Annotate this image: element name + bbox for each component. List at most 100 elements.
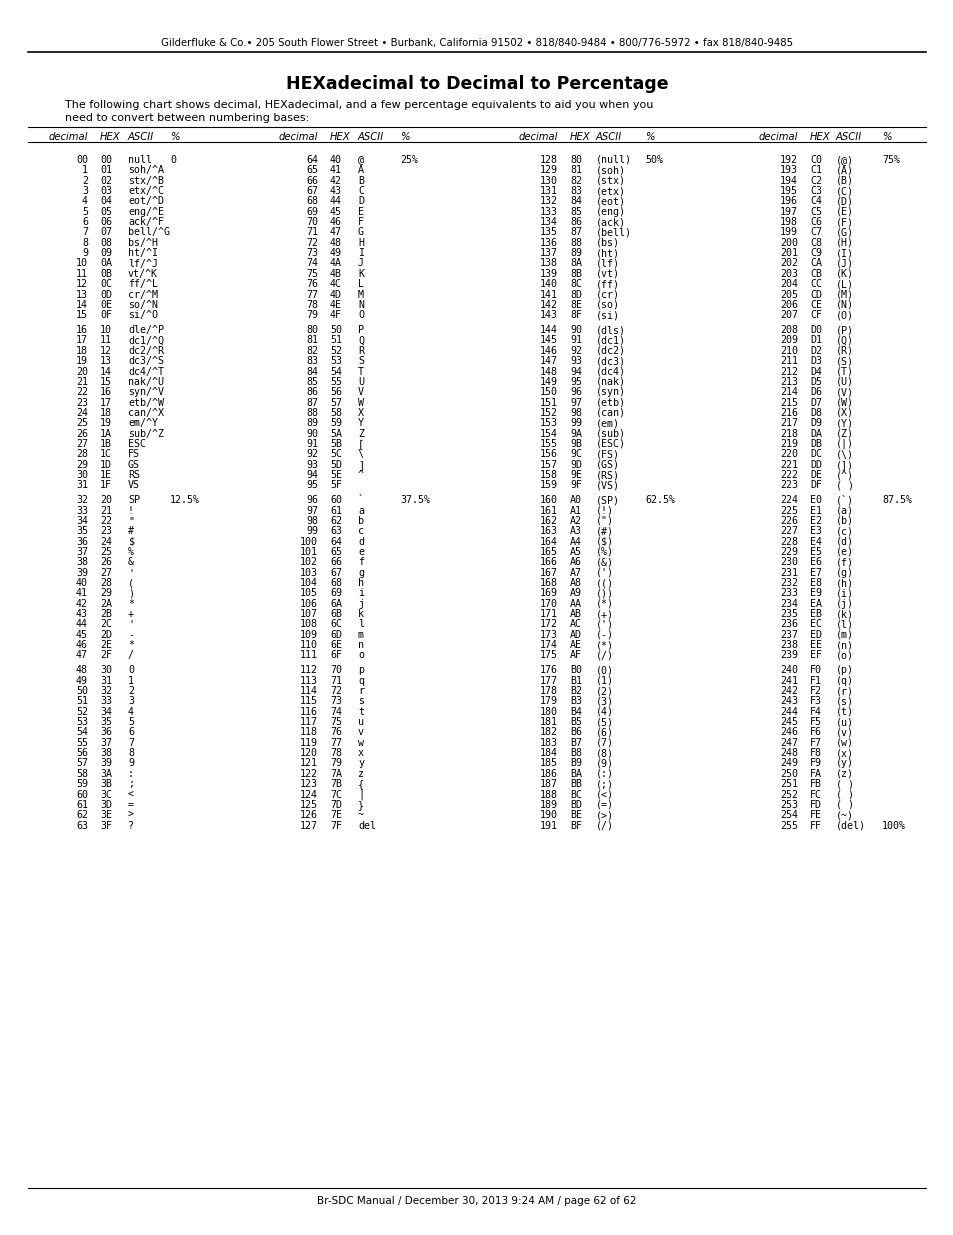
Text: +: + <box>128 609 133 619</box>
Text: 198: 198 <box>780 217 797 227</box>
Text: 01: 01 <box>100 165 112 175</box>
Text: 63: 63 <box>330 526 341 536</box>
Text: 7A: 7A <box>330 769 341 779</box>
Text: 6: 6 <box>128 727 133 737</box>
Text: 104: 104 <box>299 578 317 588</box>
Text: ($): ($) <box>596 536 614 547</box>
Text: The following chart shows decimal, HEXadecimal, and a few percentage equivalents: The following chart shows decimal, HEXad… <box>65 100 653 110</box>
Text: vt/^K: vt/^K <box>128 269 158 279</box>
Text: ED: ED <box>809 630 821 640</box>
Text: (v): (v) <box>835 727 853 737</box>
Text: 5B: 5B <box>330 438 341 450</box>
Text: AE: AE <box>569 640 581 650</box>
Text: 8: 8 <box>128 748 133 758</box>
Text: 2A: 2A <box>100 599 112 609</box>
Text: 251: 251 <box>780 779 797 789</box>
Text: (syn): (syn) <box>596 388 625 398</box>
Text: 234: 234 <box>780 599 797 609</box>
Text: 71: 71 <box>330 676 341 685</box>
Text: lf/^J: lf/^J <box>128 258 158 268</box>
Text: 140: 140 <box>539 279 558 289</box>
Text: 138: 138 <box>539 258 558 268</box>
Text: 49: 49 <box>76 676 88 685</box>
Text: 17: 17 <box>76 336 88 346</box>
Text: 7E: 7E <box>330 810 341 820</box>
Text: 19: 19 <box>76 356 88 366</box>
Text: 89: 89 <box>569 248 581 258</box>
Text: I: I <box>357 248 364 258</box>
Text: 98: 98 <box>569 408 581 417</box>
Text: 162: 162 <box>539 516 558 526</box>
Text: CE: CE <box>809 300 821 310</box>
Text: B1: B1 <box>569 676 581 685</box>
Text: C5: C5 <box>809 206 821 217</box>
Text: 91: 91 <box>569 336 581 346</box>
Text: 5A: 5A <box>330 429 341 438</box>
Text: 245: 245 <box>780 718 797 727</box>
Text: etb/^W: etb/^W <box>128 398 164 408</box>
Text: BA: BA <box>569 769 581 779</box>
Text: (;): (;) <box>596 779 614 789</box>
Text: (W): (W) <box>835 398 853 408</box>
Text: 193: 193 <box>780 165 797 175</box>
Text: AC: AC <box>569 620 581 630</box>
Text: 215: 215 <box>780 398 797 408</box>
Text: 134: 134 <box>539 217 558 227</box>
Text: 175: 175 <box>539 651 558 661</box>
Text: 221: 221 <box>780 459 797 469</box>
Text: 30: 30 <box>100 666 112 676</box>
Text: 222: 222 <box>780 471 797 480</box>
Text: 233: 233 <box>780 588 797 598</box>
Text: 90: 90 <box>569 325 581 335</box>
Text: ()): ()) <box>596 588 614 598</box>
Text: (P): (P) <box>835 325 853 335</box>
Text: FA: FA <box>809 769 821 779</box>
Text: (2): (2) <box>596 685 614 697</box>
Text: 8E: 8E <box>569 300 581 310</box>
Text: 248: 248 <box>780 748 797 758</box>
Text: 214: 214 <box>780 388 797 398</box>
Text: 168: 168 <box>539 578 558 588</box>
Text: 177: 177 <box>539 676 558 685</box>
Text: 160: 160 <box>539 495 558 505</box>
Text: 5E: 5E <box>330 471 341 480</box>
Text: (\): (\) <box>835 450 853 459</box>
Text: A7: A7 <box>569 568 581 578</box>
Text: 64: 64 <box>330 536 341 547</box>
Text: 0F: 0F <box>100 310 112 320</box>
Text: 54: 54 <box>330 367 341 377</box>
Text: d: d <box>357 536 364 547</box>
Text: 37: 37 <box>76 547 88 557</box>
Text: 202: 202 <box>780 258 797 268</box>
Text: 176: 176 <box>539 666 558 676</box>
Text: 95: 95 <box>306 480 317 490</box>
Text: ASCII: ASCII <box>596 132 621 142</box>
Text: (5): (5) <box>596 718 614 727</box>
Text: 68: 68 <box>306 196 317 206</box>
Text: 146: 146 <box>539 346 558 356</box>
Text: S: S <box>357 356 364 366</box>
Text: 228: 228 <box>780 536 797 547</box>
Text: 88: 88 <box>306 408 317 417</box>
Text: 4A: 4A <box>330 258 341 268</box>
Text: 127: 127 <box>299 820 317 831</box>
Text: ESC: ESC <box>128 438 146 450</box>
Text: 00: 00 <box>76 156 88 165</box>
Text: A4: A4 <box>569 536 581 547</box>
Text: DB: DB <box>809 438 821 450</box>
Text: 158: 158 <box>539 471 558 480</box>
Text: (y): (y) <box>835 758 853 768</box>
Text: BB: BB <box>569 779 581 789</box>
Text: }: } <box>357 800 364 810</box>
Text: (^): (^) <box>835 471 853 480</box>
Text: 60: 60 <box>76 789 88 799</box>
Text: 26: 26 <box>100 557 112 567</box>
Text: 24: 24 <box>76 408 88 417</box>
Text: (g): (g) <box>835 568 853 578</box>
Text: (d): (d) <box>835 536 853 547</box>
Text: 8C: 8C <box>569 279 581 289</box>
Text: Gilderfluke & Co.• 205 South Flower Street • Burbank, California 91502 • 818/840: Gilderfluke & Co.• 205 South Flower Stre… <box>161 38 792 48</box>
Text: (t): (t) <box>835 706 853 716</box>
Text: e: e <box>357 547 364 557</box>
Text: D6: D6 <box>809 388 821 398</box>
